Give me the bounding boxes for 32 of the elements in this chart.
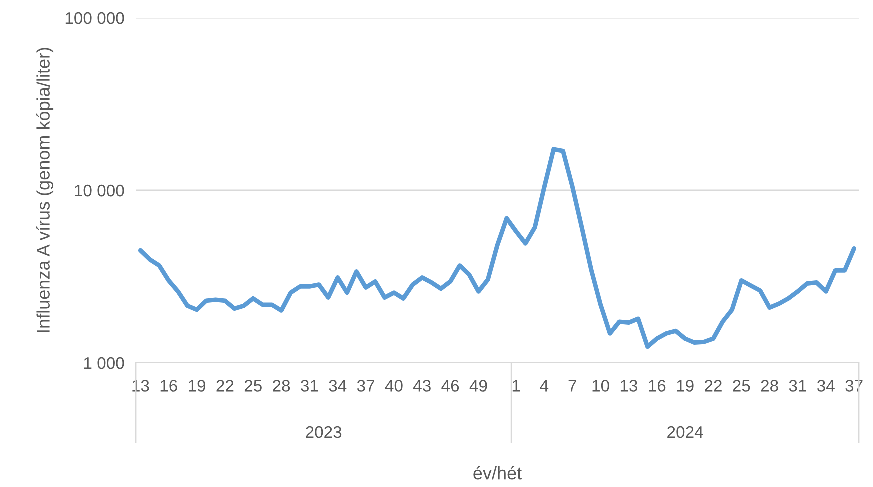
x-tick-label: 40 — [385, 380, 403, 392]
x-tick-label: 34 — [329, 380, 347, 392]
x-tick-label: 25 — [733, 380, 750, 392]
text: 2023 — [306, 426, 342, 438]
x-tick-label: 31 — [789, 380, 806, 392]
x-tick-label: 31 — [301, 380, 318, 392]
x-tick-label: 43 — [414, 380, 431, 392]
x-tick-label: 49 — [470, 380, 488, 392]
x-tick-label: 10 — [592, 380, 610, 392]
x-axis-title: év/hét — [474, 466, 522, 480]
x-tick-label: 16 — [649, 380, 666, 392]
x-tick-label: 7 — [568, 380, 576, 392]
x-tick-label: 37 — [357, 380, 374, 392]
x-tick-label: 22 — [216, 380, 234, 392]
x-tick-label: 28 — [761, 380, 778, 392]
y-tick-label: 10 000 — [75, 184, 124, 197]
x-tick-label: 19 — [189, 380, 206, 392]
x-tick-label: 34 — [818, 380, 835, 392]
x-tick-label: 28 — [273, 380, 290, 392]
text: 2024 — [668, 426, 704, 438]
x-tick-label: 4 — [540, 380, 549, 392]
x-tick-label: 16 — [160, 380, 178, 392]
y-tick-label: 1 000 — [84, 357, 124, 370]
x-tick-label: 25 — [244, 380, 262, 392]
x-tick-label: 1 — [512, 380, 520, 392]
x-tick-label: 22 — [705, 380, 722, 392]
y-tick-label: 100 000 — [66, 12, 124, 24]
y-axis-title: Influenza A vírus (genom kópia/liter) — [36, 48, 54, 332]
line-series — [138, 147, 857, 350]
x-tick-label: 19 — [677, 380, 694, 392]
x-tick-label: 13 — [620, 380, 638, 392]
x-tick-label: 46 — [442, 380, 460, 392]
